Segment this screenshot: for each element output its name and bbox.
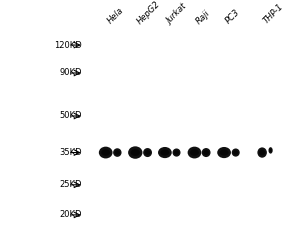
Ellipse shape bbox=[268, 147, 273, 154]
Ellipse shape bbox=[99, 147, 113, 158]
Ellipse shape bbox=[172, 148, 181, 157]
Ellipse shape bbox=[114, 150, 120, 155]
Text: Jurkat: Jurkat bbox=[165, 2, 188, 26]
Ellipse shape bbox=[128, 146, 143, 159]
Ellipse shape bbox=[145, 150, 150, 155]
Ellipse shape bbox=[257, 148, 267, 158]
Ellipse shape bbox=[259, 150, 265, 156]
Text: Hela: Hela bbox=[106, 6, 125, 26]
Ellipse shape bbox=[101, 149, 110, 156]
Ellipse shape bbox=[131, 149, 140, 156]
Text: 90KD: 90KD bbox=[59, 68, 82, 78]
Ellipse shape bbox=[232, 148, 240, 157]
Text: 50KD: 50KD bbox=[59, 112, 82, 120]
Text: 25KD: 25KD bbox=[59, 180, 82, 189]
Ellipse shape bbox=[158, 147, 172, 158]
Text: 20KD: 20KD bbox=[59, 210, 82, 220]
Ellipse shape bbox=[269, 149, 272, 152]
Ellipse shape bbox=[188, 147, 201, 158]
Ellipse shape bbox=[174, 150, 179, 155]
Text: 35KD: 35KD bbox=[59, 148, 82, 157]
Ellipse shape bbox=[190, 149, 199, 156]
Ellipse shape bbox=[160, 150, 169, 156]
Ellipse shape bbox=[233, 150, 238, 155]
Text: PC3: PC3 bbox=[224, 8, 242, 26]
Ellipse shape bbox=[113, 148, 121, 157]
Ellipse shape bbox=[203, 150, 209, 155]
Text: HepG2: HepG2 bbox=[135, 0, 162, 26]
Text: THP-1: THP-1 bbox=[262, 2, 286, 26]
Ellipse shape bbox=[143, 148, 152, 157]
Text: 120KD: 120KD bbox=[54, 40, 82, 50]
Ellipse shape bbox=[202, 148, 210, 157]
Ellipse shape bbox=[217, 147, 231, 158]
Text: Raji: Raji bbox=[194, 8, 212, 26]
Ellipse shape bbox=[220, 150, 229, 156]
